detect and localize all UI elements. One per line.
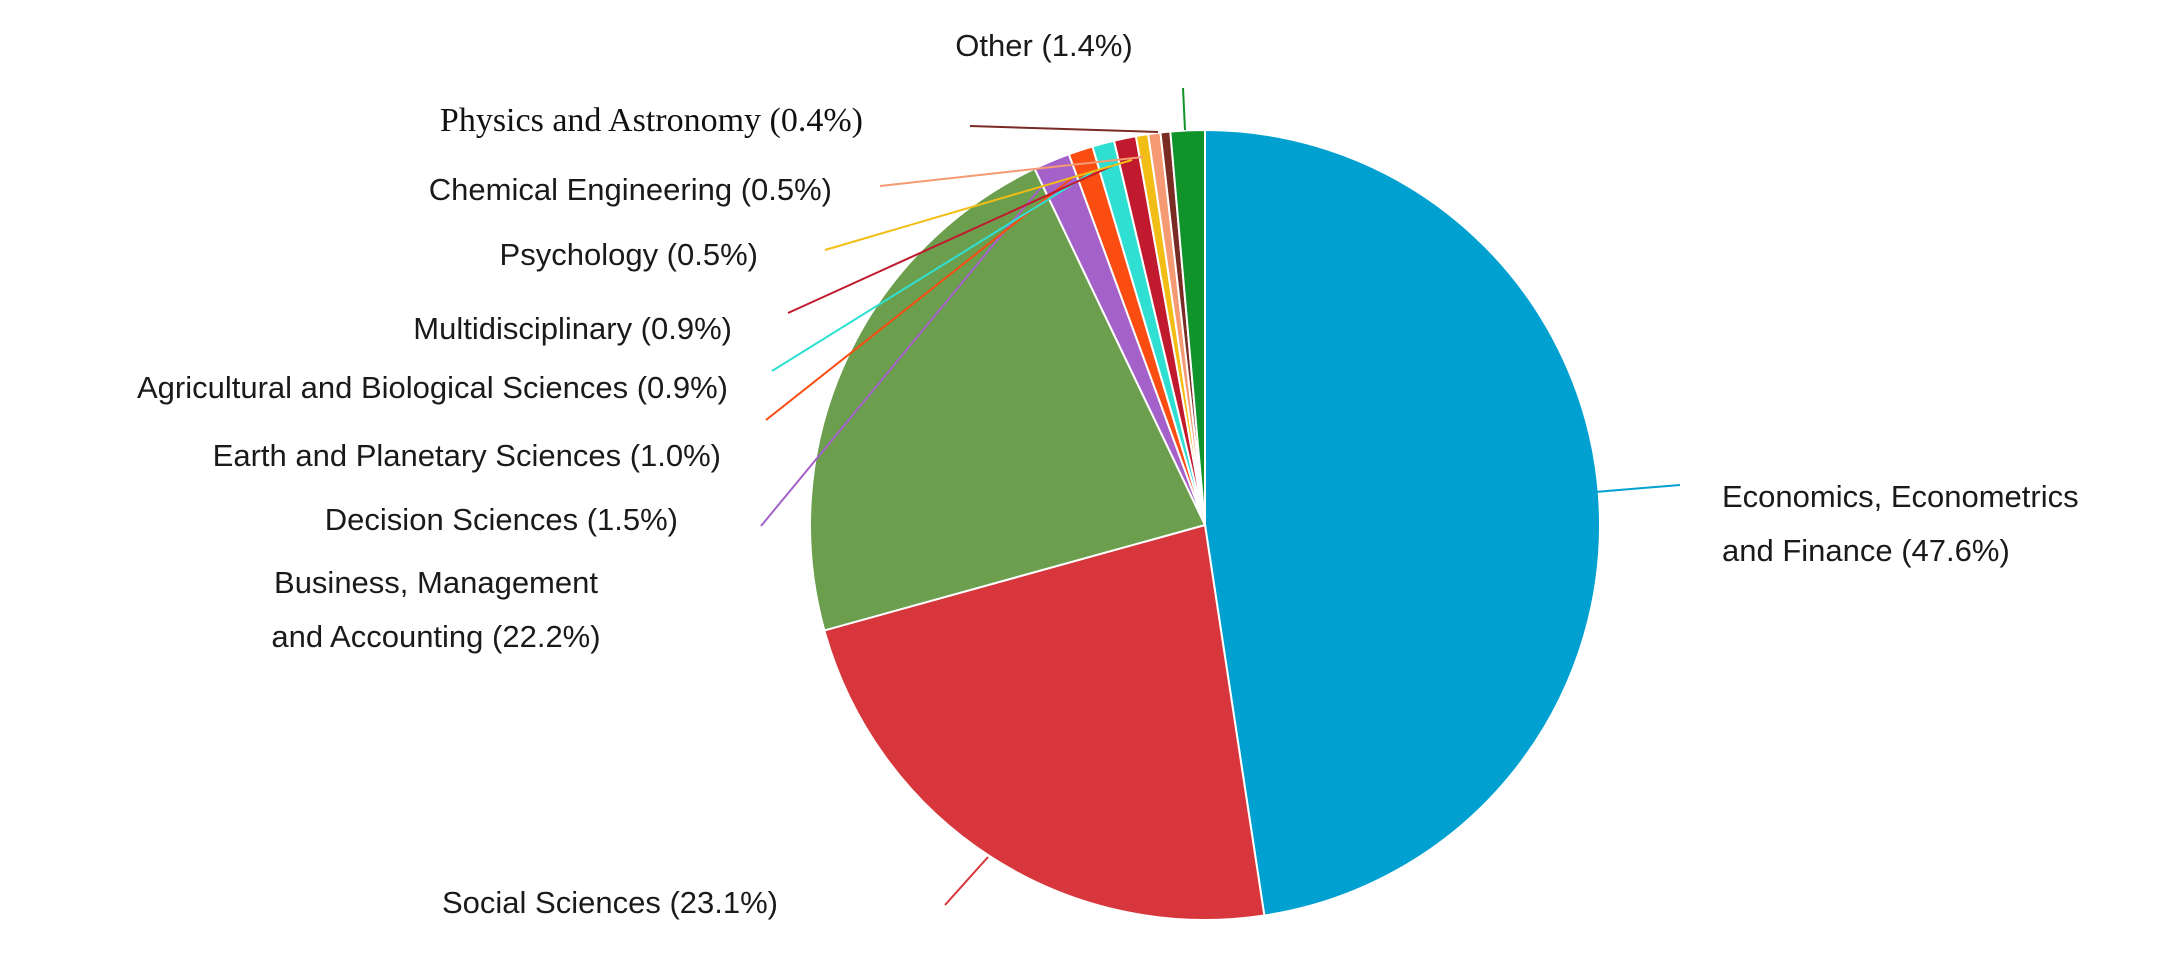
label-physics-and-astronomy: Physics and Astronomy (0.4%) [440, 102, 863, 139]
label-line: Chemical Engineering (0.5%) [429, 172, 832, 207]
label-line: Other (1.4%) [955, 28, 1132, 63]
slice-business-management-and-accounting [809, 167, 1207, 632]
label-earth-and-planetary-sciences: Earth and Planetary Sciences (1.0%) [213, 438, 721, 473]
label-line: Social Sciences (23.1%) [442, 885, 778, 920]
label-line: Decision Sciences (1.5%) [325, 502, 678, 537]
pie-slices [809, 128, 1602, 921]
label-line: Agricultural and Biological Sciences (0.… [137, 370, 728, 405]
leader-line-decision-sciences [760, 185, 1043, 527]
label-other: Other (1.4%) [955, 28, 1132, 63]
leader-line-chemical-engineering [879, 156, 1144, 187]
leader-line-earth-and-planetary-sciences [765, 177, 1073, 421]
label-line: and Accounting (22.2%) [271, 619, 600, 654]
leader-line-economics-econometrics-and-finance [1594, 484, 1681, 493]
leader-line-physics-and-astronomy [969, 125, 1159, 133]
label-line: Earth and Planetary Sciences (1.0%) [213, 438, 721, 473]
label-line: Psychology (0.5%) [500, 237, 758, 272]
leader-line-other [1182, 87, 1186, 131]
leader-lines [760, 87, 1681, 906]
label-economics-econometrics-and-finance: Economics, Econometrics and Finance (47.6… [1722, 479, 2079, 568]
label-line: Multidisciplinary (0.9%) [413, 311, 732, 346]
label-chemical-engineering: Chemical Engineering (0.5%) [429, 172, 832, 207]
leader-line-social-sciences [944, 856, 989, 906]
slice-other [1169, 128, 1206, 526]
slice-labels: Economics, Econometrics and Finance (47.6… [137, 28, 2079, 920]
label-multidisciplinary: Multidisciplinary (0.9%) [413, 311, 732, 346]
label-social-sciences: Social Sciences (23.1%) [442, 885, 778, 920]
label-line: and Finance (47.6%) [1722, 533, 2010, 568]
leader-line-multidisciplinary [787, 164, 1115, 314]
label-decision-sciences: Decision Sciences (1.5%) [325, 502, 678, 537]
slice-economics-econometrics-and-finance [1204, 128, 1602, 917]
label-agricultural-and-biological-sciences: Agricultural and Biological Sciences (0.… [137, 370, 728, 405]
leader-line-psychology [824, 159, 1133, 251]
label-line: Physics and Astronomy (0.4%) [440, 102, 863, 139]
label-psychology: Psychology (0.5%) [500, 237, 758, 272]
leader-line-agricultural-and-biological-sciences [771, 170, 1095, 372]
label-line: Economics, Econometrics [1722, 479, 2079, 514]
slice-social-sciences [823, 523, 1266, 921]
label-business-management-and-accounting: Business, Management and Accounting (22.2… [271, 565, 600, 654]
label-line: Business, Management [274, 565, 598, 600]
